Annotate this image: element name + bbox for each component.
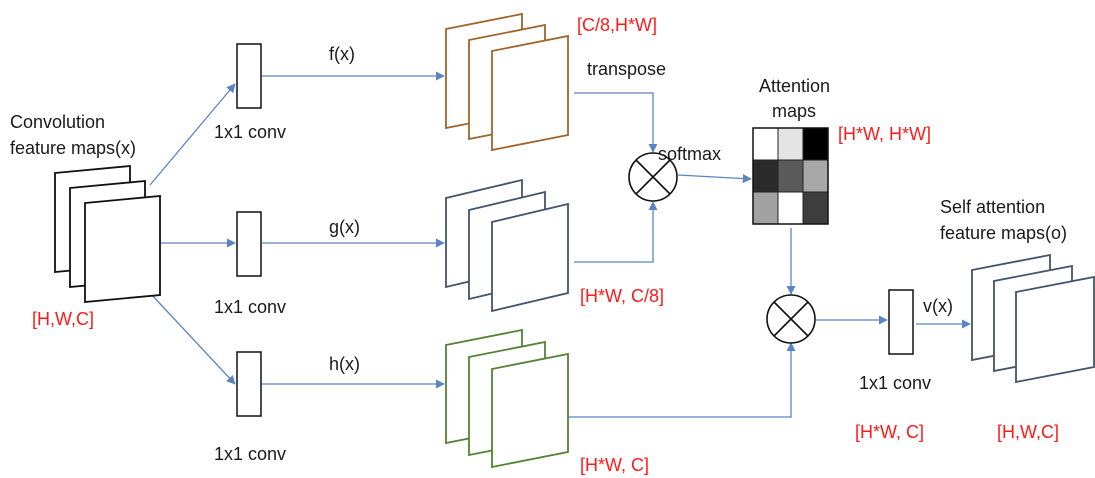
attention-label-line2: maps <box>772 101 816 121</box>
input-feature-stack <box>54 165 161 303</box>
attention-cell-1-1 <box>777 159 804 193</box>
arrow-g-to-multiply <box>574 201 658 263</box>
output-label-line2: feature maps(o) <box>940 223 1067 243</box>
h-conv-box <box>236 351 262 417</box>
multiply-op-output <box>766 294 816 344</box>
multiply-x-b <box>635 159 671 195</box>
arrow-input-to-f-conv <box>149 83 236 186</box>
f-sheet-3 <box>491 34 569 152</box>
attention-dims: [H*W, H*W] <box>838 124 931 144</box>
f-func-label: f(x) <box>329 44 355 64</box>
input-label-line1: Convolution <box>10 112 105 132</box>
attention-cell-2-0 <box>752 191 779 225</box>
f-dims: [C/8,H*W] <box>577 15 657 35</box>
attention-cell-1-0 <box>752 159 779 193</box>
h-conv-label: 1x1 conv <box>214 444 286 464</box>
v-conv-dims: [H*W, C] <box>855 422 924 442</box>
attention-cell-2-1 <box>777 191 804 225</box>
h-dims: [H*W, C] <box>580 455 649 475</box>
f-conv-box <box>236 43 262 109</box>
arrow-softmax-to-attention <box>677 174 752 184</box>
input-sheet-3 <box>84 195 161 303</box>
attention-cell-0-1 <box>777 127 804 161</box>
output-feature-stack <box>971 253 1095 384</box>
input-label-line2: feature maps(x) <box>10 138 136 158</box>
connections <box>149 71 971 418</box>
h-feature-stack <box>445 328 569 469</box>
h-sheet-3 <box>491 352 569 469</box>
g-func-label: g(x) <box>329 217 360 237</box>
attention-label-line1: Attention <box>759 76 830 96</box>
multiply2-x-b <box>773 301 809 337</box>
arrow-input-to-h-conv <box>149 292 236 385</box>
g-sheet-3 <box>491 202 569 313</box>
v-conv-box <box>888 289 914 355</box>
transpose-label: transpose <box>587 59 666 79</box>
f-feature-stack <box>445 12 569 152</box>
attention-cell-0-2 <box>802 127 829 161</box>
attention-grid-border <box>752 127 829 225</box>
v-conv-label: 1x1 conv <box>859 373 931 393</box>
softmax-label: softmax <box>658 144 721 164</box>
v-func-label: v(x) <box>923 296 953 316</box>
h-func-label: h(x) <box>329 354 360 374</box>
multiply-op-softmax <box>628 152 678 202</box>
g-conv-box <box>236 211 262 277</box>
output-sheet-3 <box>1015 275 1095 384</box>
arrow-h-to-multiply <box>568 342 796 418</box>
g-feature-stack <box>445 178 569 313</box>
attention-cell-1-2 <box>802 159 829 193</box>
attention-cell-0-0 <box>752 127 779 161</box>
input-dims: [H,W,C] <box>32 309 94 329</box>
g-dims: [H*W, C/8] <box>580 286 664 306</box>
output-label-line1: Self attention <box>940 197 1045 217</box>
f-conv-label: 1x1 conv <box>214 122 286 142</box>
g-conv-label: 1x1 conv <box>214 297 286 317</box>
attention-map-grid <box>752 127 829 225</box>
arrow-transpose-to-multiply <box>574 92 658 153</box>
output-dims: [H,W,C] <box>997 422 1059 442</box>
attention-cell-2-2 <box>802 191 829 225</box>
